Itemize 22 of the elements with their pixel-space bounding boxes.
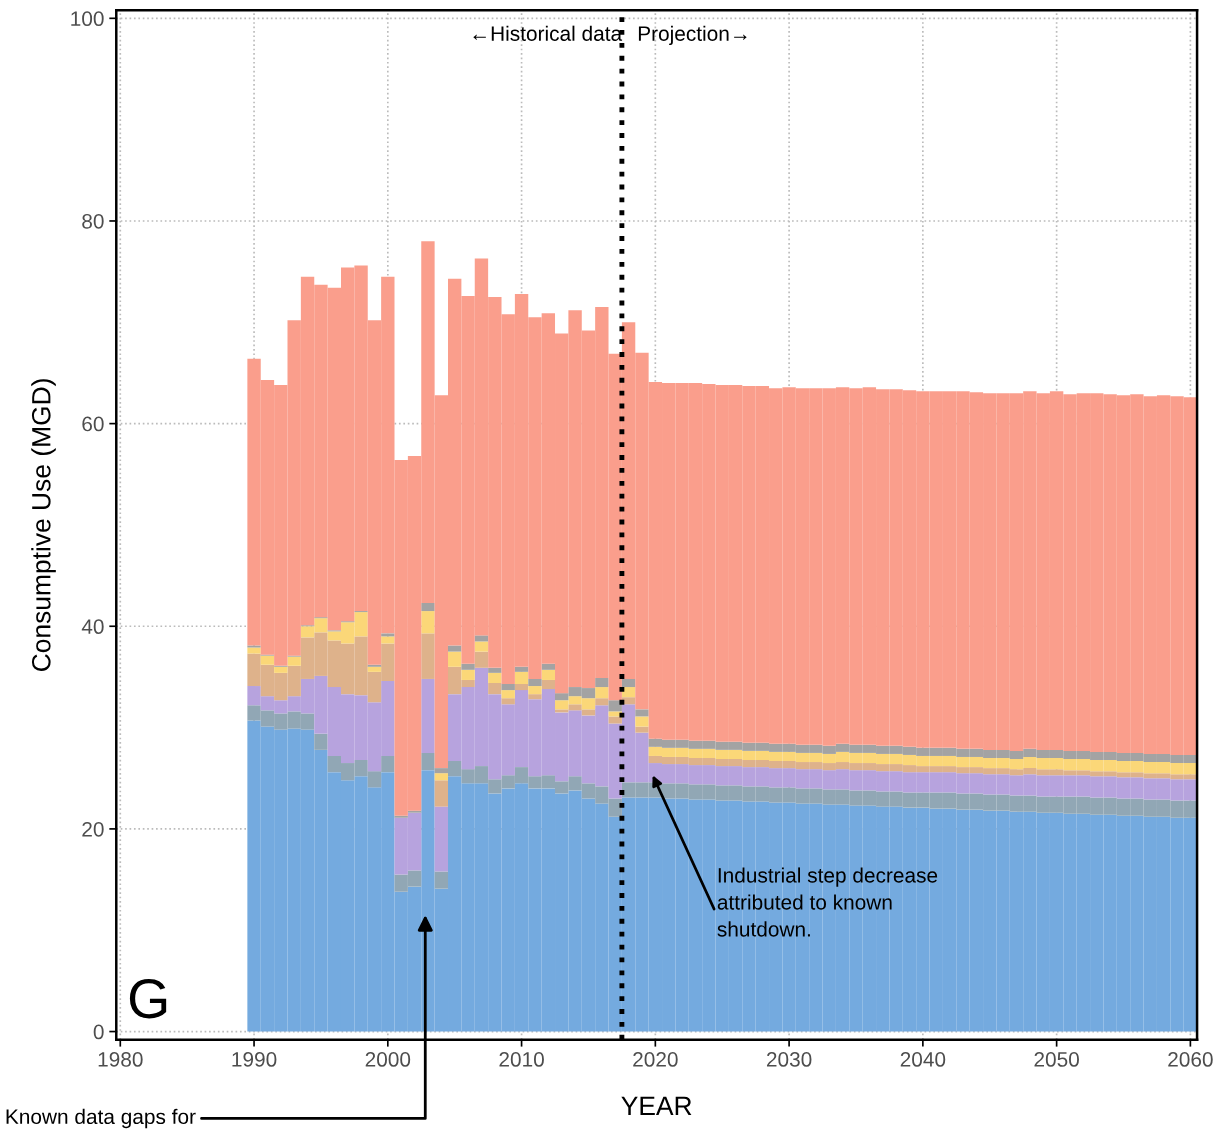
x-tick-label: 2050 (1034, 1052, 1079, 1067)
annotation: Industrial step decrease attributed to known shutdown. (717, 867, 938, 937)
y-axis-title: Consumptive Use (MGD) (31, 379, 56, 671)
annotation: ←Historical data (473, 25, 623, 41)
annotation: G (129, 979, 167, 1019)
y-tick-label: 60 (82, 416, 104, 432)
x-axis-title: YEAR (621, 1096, 692, 1116)
y-tick-label: 100 (71, 11, 104, 27)
x-tick-label: 2010 (499, 1052, 544, 1067)
x-tick-label: 2040 (900, 1052, 946, 1067)
x-tick-label: 2000 (365, 1052, 411, 1067)
x-tick-label: 2030 (766, 1052, 812, 1067)
y-tick-label: 20 (82, 821, 104, 837)
annotation: Known data gaps for (6, 1108, 196, 1129)
x-tick-label: 1990 (232, 1052, 277, 1067)
x-tick-label: 2020 (633, 1052, 678, 1067)
y-tick-label: 80 (82, 213, 104, 229)
y-tick-label: 0 (93, 1024, 104, 1040)
x-tick-label: 1980 (98, 1052, 143, 1067)
annotation: Projection→ (638, 25, 747, 46)
y-tick-label: 40 (81, 619, 104, 635)
x-tick-label: 2060 (1168, 1052, 1213, 1067)
